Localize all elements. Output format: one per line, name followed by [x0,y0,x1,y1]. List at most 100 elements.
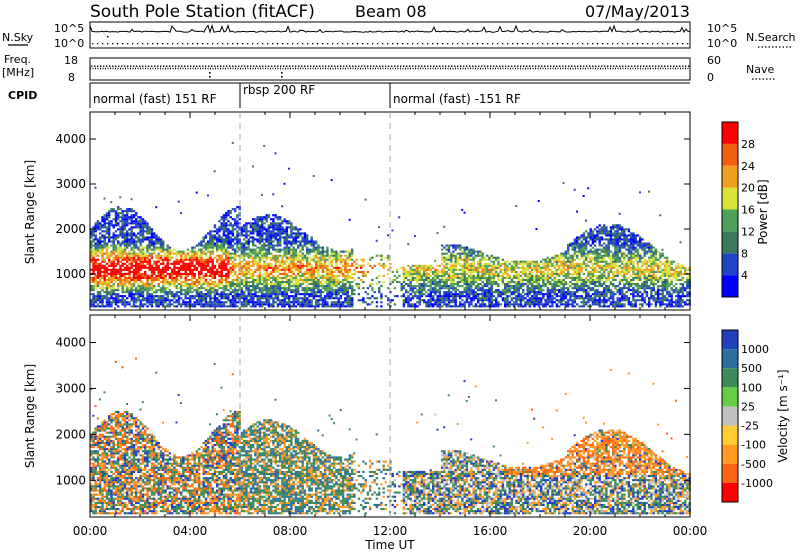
power-cell [232,232,234,234]
power-cell [506,265,508,267]
freq-point [112,66,113,67]
power-cell [259,234,261,236]
power-cell [250,277,252,279]
power-cell [279,238,281,240]
power-cell [140,267,142,269]
power-cell [455,269,457,271]
power-cell [437,289,439,291]
power-cell [270,265,272,267]
power-cell [137,222,139,224]
power-cell [104,238,106,240]
power-cell [277,232,279,234]
power-cell [302,305,304,307]
power-cell [486,259,488,261]
power-cell [342,265,344,267]
power-cell [209,295,211,297]
power-cell [173,297,175,299]
power-cell [221,245,223,247]
power-cell [304,293,306,295]
power-cell [243,255,245,257]
freq-point [196,66,197,67]
nsearch-dot [107,43,108,44]
power-cell [209,267,211,269]
power-cell [331,305,333,307]
nsearch-dot [627,43,628,44]
power-cell [115,247,117,249]
power-cell [104,261,106,263]
power-cell [126,301,128,303]
power-cell [126,255,128,257]
power-cell [160,245,162,247]
power-cell [329,297,331,299]
power-cell [187,269,189,271]
freq-point [223,66,224,67]
power-cell [155,243,157,245]
power-cell [101,255,103,257]
power-cell [432,289,434,291]
power-cell [113,245,115,247]
freq-point [130,66,131,67]
power-cell [277,218,279,220]
freq-point [409,66,410,67]
power-cell [158,277,160,279]
power-cell [180,275,182,277]
power-cell [266,279,268,281]
power-cell [488,259,490,261]
power-cell [500,291,502,293]
power-cell [457,273,459,275]
power-cell [128,255,130,257]
power-cell [277,275,279,277]
power-cell [259,273,261,275]
power-cell [464,257,466,259]
power-cell [142,220,144,222]
power-cell [317,273,319,275]
power-cell [387,299,389,301]
power-cell [320,265,322,267]
power-cell [180,277,182,279]
power-cell [196,289,198,291]
power-cell [450,287,452,289]
power-cell [189,257,191,259]
power-cell [518,261,520,263]
power-cell [322,259,324,261]
power-cell [331,249,333,251]
power-cell [151,289,153,291]
power-cell [473,293,475,295]
power-cell [140,275,142,277]
power-cell [329,283,331,285]
power-cell [331,253,333,255]
power-cell [221,297,223,299]
nsearch-dot [397,43,398,44]
power-cell [430,301,432,303]
freq-point [277,66,278,67]
freq-point [133,66,134,67]
power-cell [223,224,225,226]
power-cell [340,259,342,261]
power-cell [423,271,425,273]
power-cell [297,245,299,247]
freq-point [205,66,206,67]
power-cell [232,249,234,251]
power-cell [446,291,448,293]
power-cell [227,220,229,222]
power-cell [97,305,99,307]
power-cell [290,224,292,226]
power-cell [288,243,290,245]
power-cell [169,305,171,307]
power-cell [272,230,274,232]
power-cell [180,287,182,289]
power-cell [223,214,225,216]
power-cell [290,301,292,303]
power-cell [329,305,331,307]
power-cell [434,273,436,275]
power-cell [254,255,256,257]
power-cell [189,251,191,253]
power-cell [416,279,418,281]
power-cell [344,263,346,265]
power-cell [234,257,236,259]
power-cell [470,283,472,285]
freq-point [94,66,95,67]
power-cell [272,259,274,261]
power-cell [209,285,211,287]
power-cell [99,238,101,240]
